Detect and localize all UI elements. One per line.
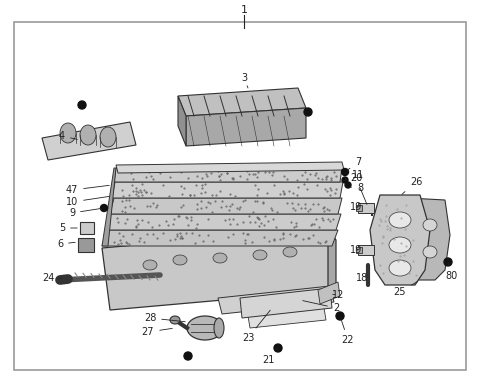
Text: 2: 2 <box>303 301 339 313</box>
Bar <box>356 247 362 253</box>
Text: 3: 3 <box>241 73 248 88</box>
Text: 8: 8 <box>351 183 363 193</box>
Ellipse shape <box>389 212 411 228</box>
Text: 28: 28 <box>144 313 185 323</box>
Ellipse shape <box>100 205 108 212</box>
Ellipse shape <box>187 316 223 340</box>
Text: 19: 19 <box>350 245 362 255</box>
Ellipse shape <box>274 344 282 352</box>
Polygon shape <box>408 198 450 280</box>
Text: 10: 10 <box>66 196 109 207</box>
Text: 1: 1 <box>240 5 248 15</box>
Ellipse shape <box>80 125 96 145</box>
Bar <box>358 203 374 213</box>
Ellipse shape <box>253 250 267 260</box>
Ellipse shape <box>283 247 297 257</box>
Text: 11: 11 <box>345 170 364 180</box>
Bar <box>358 245 374 255</box>
Text: 24: 24 <box>42 273 62 283</box>
Text: 25: 25 <box>394 281 418 297</box>
Bar <box>78 238 94 252</box>
Ellipse shape <box>423 246 437 258</box>
Polygon shape <box>102 168 116 246</box>
Text: 6: 6 <box>57 239 75 249</box>
Text: 18: 18 <box>356 273 368 283</box>
Ellipse shape <box>342 177 348 183</box>
Polygon shape <box>178 96 186 146</box>
Ellipse shape <box>389 260 411 276</box>
Polygon shape <box>112 182 343 198</box>
Ellipse shape <box>423 219 437 231</box>
Polygon shape <box>106 214 341 230</box>
Polygon shape <box>114 168 342 182</box>
Polygon shape <box>42 122 136 160</box>
Text: 9: 9 <box>69 208 101 218</box>
Polygon shape <box>218 286 334 314</box>
Text: 5: 5 <box>59 223 77 233</box>
Polygon shape <box>318 282 340 304</box>
Ellipse shape <box>444 258 452 266</box>
Text: 20: 20 <box>350 173 367 204</box>
Polygon shape <box>116 162 344 173</box>
Ellipse shape <box>170 316 180 324</box>
Text: 27: 27 <box>142 327 172 337</box>
Ellipse shape <box>336 312 344 320</box>
Text: 7: 7 <box>347 157 361 170</box>
Text: 21: 21 <box>262 348 278 365</box>
Bar <box>80 222 94 234</box>
Polygon shape <box>370 195 430 285</box>
Polygon shape <box>178 88 306 116</box>
Ellipse shape <box>213 253 227 263</box>
Text: 12: 12 <box>332 290 344 300</box>
Text: 22: 22 <box>341 319 354 345</box>
Ellipse shape <box>341 169 348 175</box>
Polygon shape <box>102 230 338 246</box>
Bar <box>356 205 362 211</box>
Polygon shape <box>102 228 336 310</box>
Text: 26: 26 <box>402 177 422 194</box>
Ellipse shape <box>100 127 116 147</box>
Polygon shape <box>328 228 336 290</box>
Ellipse shape <box>143 260 157 270</box>
Text: 80: 80 <box>446 263 458 281</box>
Ellipse shape <box>60 123 76 143</box>
Ellipse shape <box>345 182 351 188</box>
Ellipse shape <box>78 101 86 109</box>
Ellipse shape <box>304 108 312 116</box>
Ellipse shape <box>389 237 411 253</box>
Text: 19: 19 <box>350 202 362 212</box>
Polygon shape <box>240 288 332 318</box>
Polygon shape <box>110 198 342 214</box>
Ellipse shape <box>184 352 192 360</box>
Ellipse shape <box>214 318 224 338</box>
Ellipse shape <box>173 255 187 265</box>
Text: 23: 23 <box>242 310 270 343</box>
Text: 47: 47 <box>66 185 109 195</box>
Polygon shape <box>186 108 306 146</box>
Polygon shape <box>248 308 326 328</box>
Text: 4: 4 <box>59 131 77 141</box>
